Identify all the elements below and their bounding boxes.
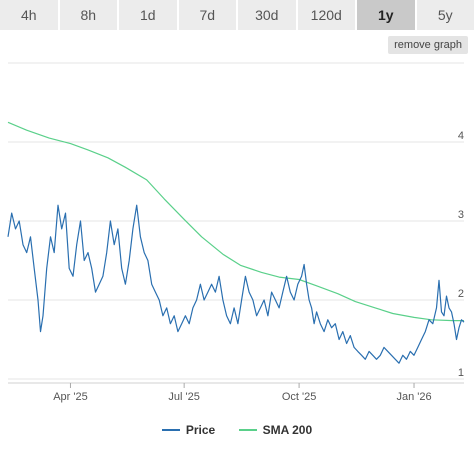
legend-label-sma: SMA 200	[262, 423, 313, 437]
time-range-tabs: 4h 8h 1d 7d 30d 120d 1y 5y	[0, 0, 474, 30]
tab-5y[interactable]: 5y	[416, 0, 474, 30]
x-tick-label: Oct '25	[282, 391, 317, 403]
x-tick-label: Jan '26	[396, 391, 431, 403]
tab-1y[interactable]: 1y	[357, 0, 415, 30]
tab-1d[interactable]: 1d	[119, 0, 177, 30]
y-tick-label: 4	[458, 130, 464, 142]
legend-swatch-sma	[238, 429, 257, 431]
remove-graph-button[interactable]: remove graph	[388, 36, 468, 54]
series-line-sma-200	[7, 121, 464, 322]
legend-item-sma[interactable]: SMA 200	[238, 423, 313, 437]
legend-label-price: Price	[185, 423, 216, 437]
y-tick-label: 3	[458, 209, 464, 221]
chart-series	[7, 121, 465, 364]
tab-7d[interactable]: 7d	[178, 0, 236, 30]
y-tick-label: 1	[458, 367, 464, 379]
x-axis-ticks: Apr '25 Jul '25 Oct '25 Jan '26	[53, 383, 432, 403]
chart-grid	[8, 62, 464, 384]
x-tick-label: Apr '25	[53, 391, 88, 403]
legend-swatch-price	[161, 429, 180, 431]
x-tick-label: Jul '25	[168, 391, 199, 403]
tab-4h[interactable]: 4h	[0, 0, 58, 30]
y-tick-label: 2	[458, 288, 464, 300]
tab-120d[interactable]: 120d	[297, 0, 355, 30]
y-axis-ticks: 1 2 3 4	[458, 130, 464, 379]
chart-legend: Price SMA 200	[0, 420, 474, 437]
legend-item-price[interactable]: Price	[161, 423, 216, 437]
series-line-price	[7, 204, 465, 364]
tab-30d[interactable]: 30d	[238, 0, 296, 30]
tab-8h[interactable]: 8h	[59, 0, 117, 30]
